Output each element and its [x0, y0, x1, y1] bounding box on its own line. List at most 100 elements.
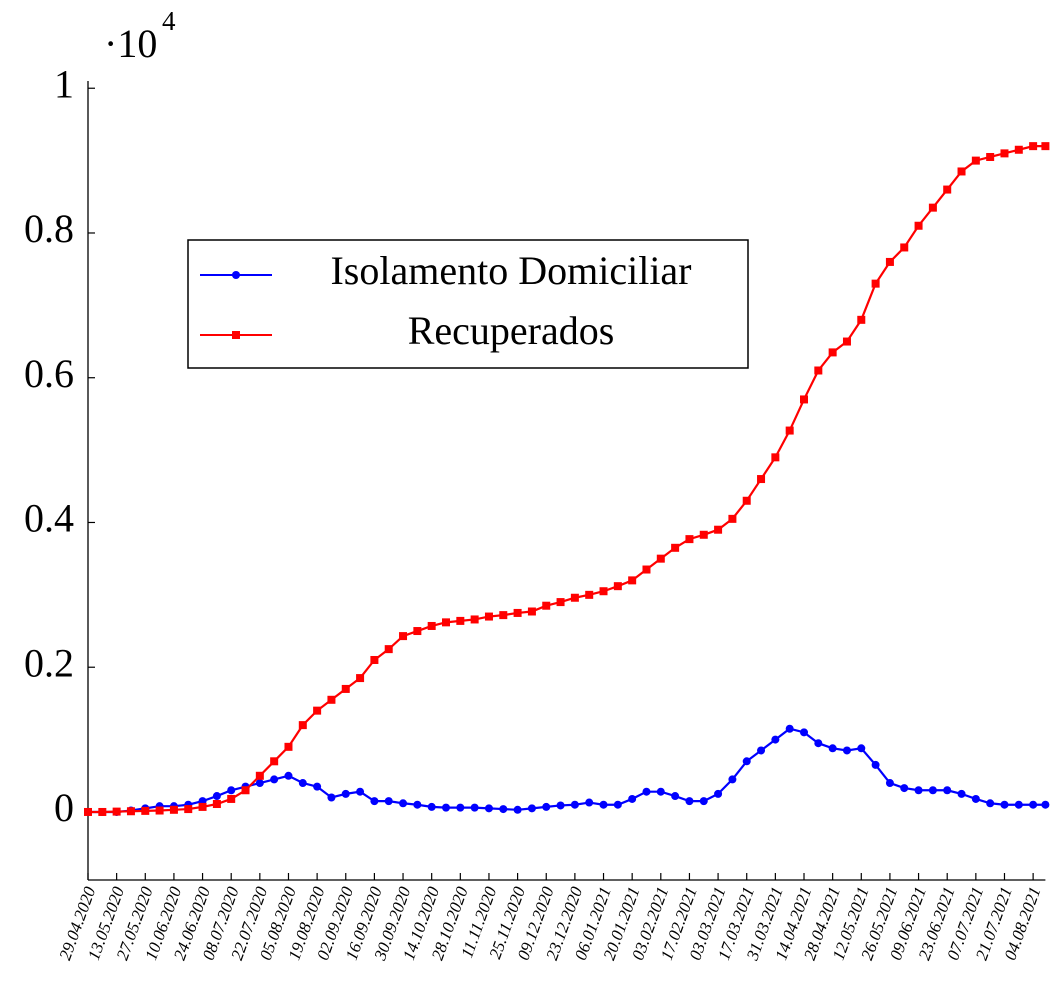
data-point [871, 760, 880, 769]
data-point [585, 798, 594, 807]
data-point [699, 530, 708, 539]
data-point [656, 787, 665, 796]
data-point [986, 152, 995, 161]
data-point [313, 782, 322, 791]
data-point [642, 565, 651, 574]
data-point [341, 789, 350, 798]
legend-marker [232, 271, 240, 279]
data-point [971, 794, 980, 803]
data-point [656, 554, 665, 563]
data-point [313, 706, 322, 715]
data-point [757, 475, 766, 484]
data-point [857, 315, 866, 324]
data-point [98, 807, 107, 816]
data-point [842, 746, 851, 755]
data-point [212, 792, 221, 801]
data-point [728, 514, 737, 523]
data-point [585, 590, 594, 599]
data-point [556, 801, 565, 810]
data-point [828, 744, 837, 753]
data-point [1029, 142, 1038, 151]
data-point [84, 807, 92, 816]
data-point [957, 789, 966, 798]
data-point [986, 799, 995, 808]
data-point [828, 348, 837, 357]
data-point [1041, 142, 1050, 151]
data-point [556, 598, 565, 607]
data-point [456, 803, 465, 812]
data-point [298, 721, 307, 730]
data-point [599, 800, 608, 809]
data-point [613, 582, 622, 591]
data-point [384, 645, 393, 654]
data-point [1014, 800, 1023, 809]
data-point [227, 786, 236, 795]
data-point [484, 612, 493, 621]
data-point [399, 632, 408, 641]
y-tick-label: 0.4 [24, 496, 74, 541]
data-point [527, 607, 536, 616]
data-point [857, 744, 866, 753]
data-point [914, 786, 923, 795]
data-point [613, 800, 622, 809]
data-point [112, 807, 121, 816]
data-point [284, 742, 293, 751]
data-point [1000, 149, 1009, 158]
data-point [442, 803, 451, 812]
y-tick-label: 0 [54, 785, 74, 830]
data-point [413, 800, 422, 809]
data-point [255, 771, 264, 780]
data-point [628, 576, 637, 585]
data-point [757, 746, 766, 755]
data-point [728, 775, 737, 784]
data-point [671, 792, 680, 801]
data-point [184, 805, 193, 814]
data-point [442, 618, 451, 627]
data-point [499, 805, 508, 814]
data-point [871, 279, 880, 288]
data-point [628, 794, 637, 803]
data-point [542, 601, 551, 610]
data-point [714, 789, 723, 798]
y-multiplier-exponent: 4 [162, 6, 176, 36]
data-point [470, 803, 479, 812]
data-point [814, 366, 823, 375]
legend-marker [232, 331, 240, 339]
legend: Isolamento Domiciliar Recuperados [187, 239, 749, 369]
data-point [327, 793, 336, 802]
data-point [1000, 800, 1009, 809]
data-point [241, 786, 250, 795]
data-point [484, 804, 493, 813]
data-point [227, 794, 236, 803]
data-point [742, 496, 751, 505]
data-point [413, 627, 422, 636]
data-point [212, 800, 221, 809]
data-point [771, 735, 780, 744]
data-point [699, 797, 708, 806]
data-point [399, 799, 408, 808]
data-point [685, 797, 694, 806]
data-point [527, 804, 536, 813]
data-point [785, 426, 794, 435]
data-point [771, 453, 780, 462]
data-point [914, 221, 923, 230]
data-point [685, 535, 694, 544]
data-point [270, 757, 279, 766]
data-point [957, 167, 966, 176]
y-multiplier: ·10 [104, 21, 157, 66]
data-point [1014, 145, 1023, 154]
data-point [885, 779, 894, 788]
data-point [800, 395, 809, 404]
data-point [570, 593, 579, 602]
legend-box [187, 239, 749, 369]
data-point [814, 739, 823, 748]
data-point [943, 786, 952, 795]
data-point [356, 674, 365, 683]
data-point [800, 728, 809, 737]
y-tick-label: 0.8 [24, 206, 74, 251]
legend-label: Recuperados [408, 308, 615, 353]
data-point [570, 800, 579, 809]
data-point [885, 257, 894, 266]
y-tick-label: 0.6 [24, 351, 74, 396]
